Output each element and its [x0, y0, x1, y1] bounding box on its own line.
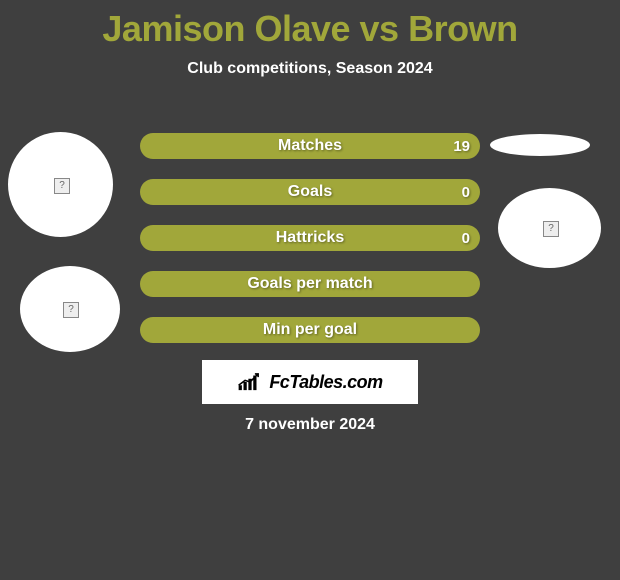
stat-label: Hattricks [140, 225, 480, 251]
stat-label: Goals [140, 179, 480, 205]
stat-value-right: 0 [462, 179, 470, 205]
brand-text: FcTables.com [269, 372, 382, 393]
stats-bars: Matches19Goals0Hattricks0Goals per match… [140, 133, 480, 363]
page-title: Jamison Olave vs Brown [0, 8, 620, 50]
stat-label: Goals per match [140, 271, 480, 297]
page-subtitle: Club competitions, Season 2024 [0, 60, 620, 78]
footer-date: 7 november 2024 [0, 416, 620, 434]
stat-row: Min per goal [140, 317, 480, 343]
stat-label: Min per goal [140, 317, 480, 343]
stat-value-right: 0 [462, 225, 470, 251]
avatar-ellipse [490, 134, 590, 156]
stat-value-right: 19 [453, 133, 470, 159]
placeholder-icon: ? [54, 178, 70, 194]
stat-row: Goals0 [140, 179, 480, 205]
brand-logo: FcTables.com [202, 360, 418, 404]
stat-label: Matches [140, 133, 480, 159]
stat-row: Hattricks0 [140, 225, 480, 251]
placeholder-icon: ? [543, 221, 559, 237]
stat-row: Matches19 [140, 133, 480, 159]
stat-row: Goals per match [140, 271, 480, 297]
bars-icon [237, 372, 263, 392]
placeholder-icon: ? [63, 302, 79, 318]
